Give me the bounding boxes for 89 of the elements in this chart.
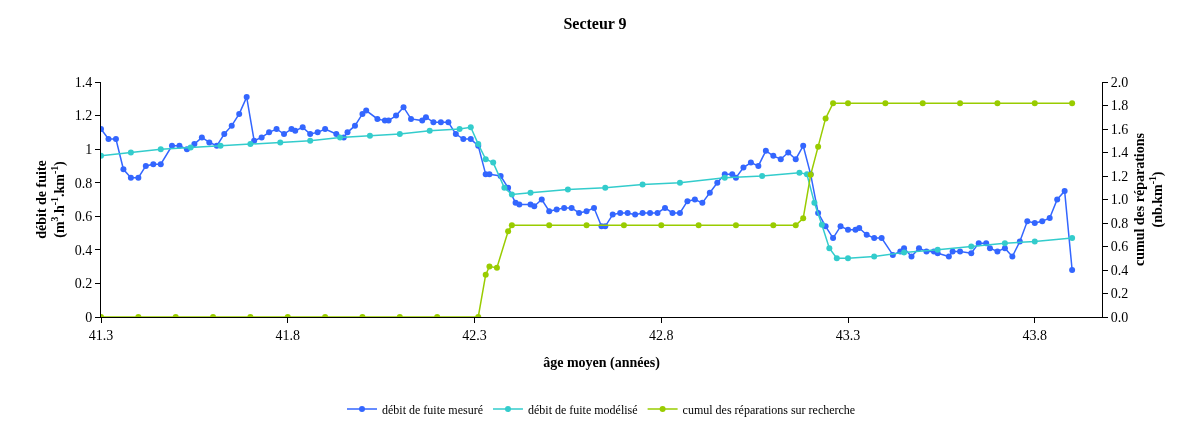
point (968, 243, 975, 250)
point (508, 191, 515, 198)
y-tick-label: 0.2 (74, 276, 93, 292)
point (759, 173, 766, 179)
point (366, 132, 373, 139)
y-tick-label: 1.4 (74, 74, 93, 90)
x-tick-label: 43.8 (1022, 327, 1048, 343)
y-tick-label: 0.6 (74, 209, 93, 225)
point (482, 156, 489, 163)
point (546, 222, 553, 229)
y-tick-label: 0.8 (74, 175, 93, 191)
point (830, 100, 837, 107)
point (564, 186, 571, 193)
point (882, 100, 889, 107)
legend-label: débit de fuite modélisé (527, 402, 638, 417)
y2-tick-label: 1.0 (1110, 192, 1129, 208)
point (1069, 235, 1076, 242)
y2-tick-label: 2.0 (1110, 74, 1129, 90)
point (639, 181, 646, 188)
point (845, 255, 852, 262)
point (815, 143, 822, 150)
point (994, 100, 1001, 107)
point (792, 222, 799, 229)
point (501, 184, 508, 191)
y2-tick-label: 0.0 (1110, 309, 1129, 325)
point (508, 222, 515, 229)
point (833, 255, 840, 262)
legend-label: cumul des réparations sur recherche (682, 402, 856, 417)
point (800, 215, 807, 222)
point (127, 149, 134, 156)
point (658, 222, 665, 229)
point (1001, 240, 1008, 247)
point (396, 131, 403, 138)
point (583, 222, 590, 229)
y2-tick-label: 0.8 (1110, 215, 1129, 231)
point (818, 221, 825, 228)
point (1069, 100, 1076, 107)
point (770, 222, 777, 229)
point (871, 253, 878, 260)
point (277, 139, 284, 146)
x-tick-label: 42.8 (649, 327, 674, 343)
point (482, 271, 489, 278)
x-tick-label: 41.8 (275, 327, 300, 343)
point (490, 159, 497, 166)
point (426, 127, 433, 134)
point (527, 189, 534, 196)
point (187, 144, 194, 151)
point (493, 264, 500, 271)
y2-tick-label: 0.6 (1110, 239, 1129, 255)
point (217, 142, 224, 149)
point (811, 199, 818, 206)
point (957, 100, 964, 107)
y-tick-label: 1.2 (74, 108, 93, 124)
point (505, 228, 512, 235)
legend-label: débit de fuite mesuré (382, 402, 483, 417)
y2-tick-label: 1.6 (1110, 121, 1129, 137)
point (845, 100, 852, 107)
y2-tick-label: 0.4 (1110, 262, 1129, 278)
y-tick-label: 1 (85, 142, 93, 158)
point (732, 222, 739, 229)
x-tick-label: 43.3 (835, 327, 861, 343)
point (826, 245, 833, 252)
point (620, 222, 627, 229)
point (919, 100, 926, 107)
point (796, 169, 803, 176)
point (1031, 100, 1038, 107)
y-tick-label: 0 (85, 309, 93, 325)
y2-tick-label: 1.8 (1110, 98, 1129, 114)
y2-tick-label: 1.2 (1110, 168, 1129, 184)
point (467, 124, 474, 131)
y2-tick-label: 0.2 (1110, 286, 1129, 302)
point (822, 115, 829, 122)
point (486, 263, 493, 270)
point (157, 146, 164, 153)
point (676, 179, 683, 186)
y2-tick-label: 1.4 (1110, 145, 1129, 161)
point (247, 141, 254, 148)
point (602, 184, 609, 191)
x-tick-label: 42.3 (462, 327, 487, 343)
point (1031, 238, 1038, 245)
point (307, 137, 314, 144)
x-tick-label: 41.3 (88, 327, 114, 343)
point (901, 249, 908, 256)
x-axis-title: âge moyen (années) (543, 355, 661, 372)
point (695, 222, 702, 229)
point (456, 126, 463, 132)
point (934, 246, 941, 253)
chart-title: Secteur 9 (563, 14, 627, 32)
y-tick-label: 0.4 (74, 242, 93, 258)
